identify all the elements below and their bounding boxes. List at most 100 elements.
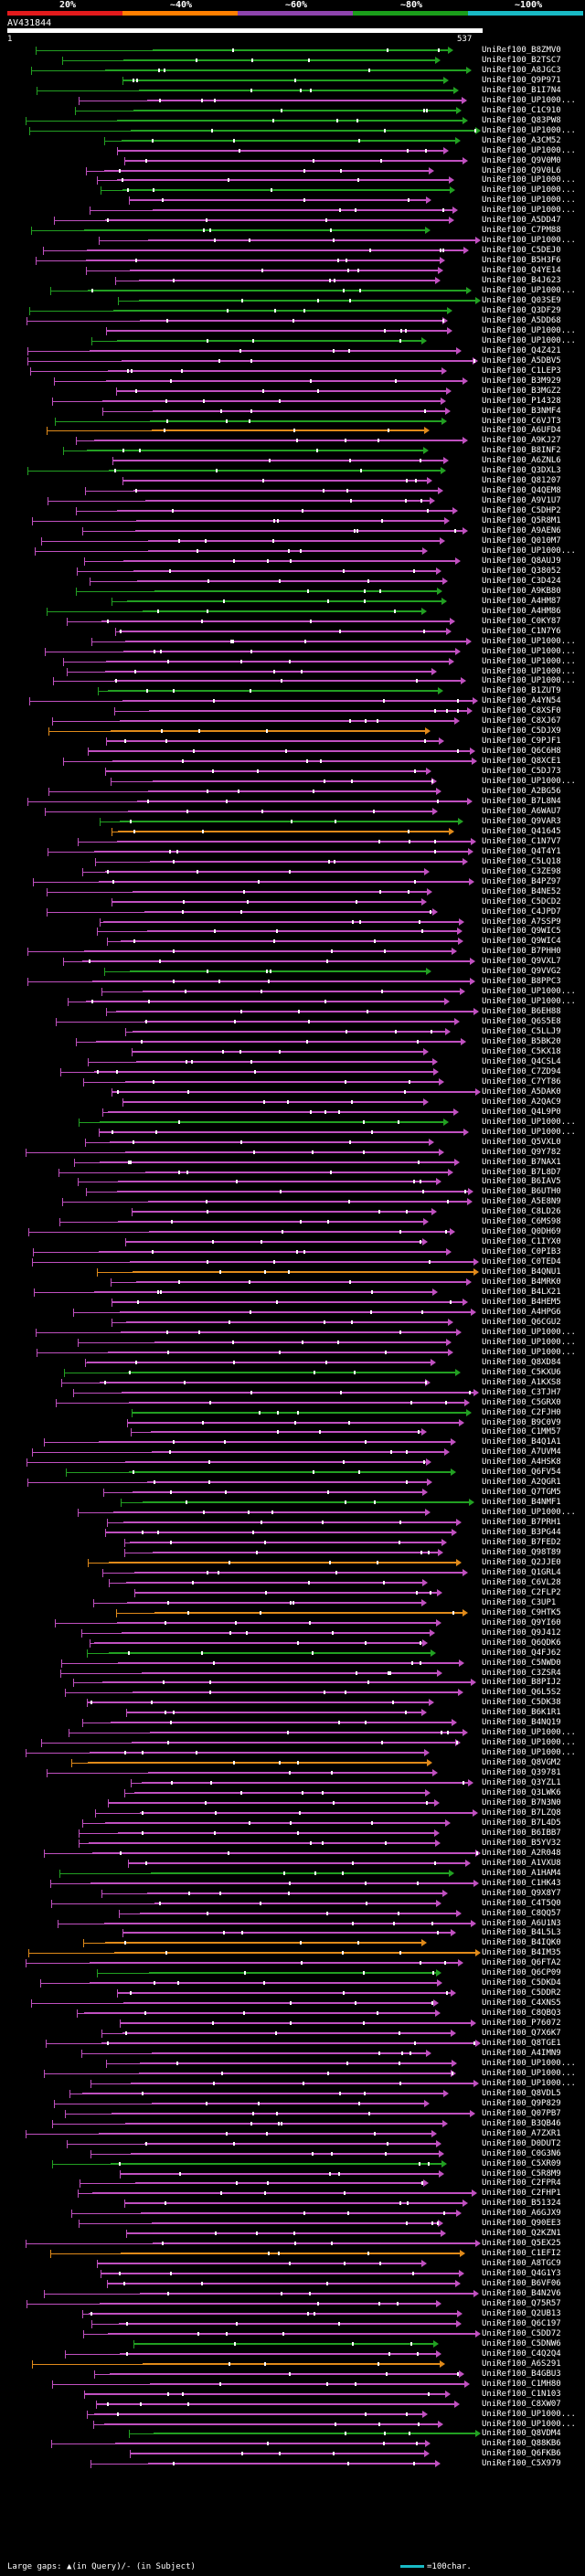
hit-label[interactable]: UniRef100_B4Q1A1 bbox=[482, 1437, 561, 1447]
hit-row[interactable]: UniRef100_B7PRH1 bbox=[0, 1518, 585, 1528]
hit-label[interactable]: UniRef100_A8JGC3 bbox=[482, 65, 561, 75]
hit-label[interactable]: UniRef100_A5DD68 bbox=[482, 315, 561, 325]
hit-row[interactable]: UniRef100_D0DUT2 bbox=[0, 2139, 585, 2149]
hit-label[interactable]: UniRef100_UP1000... bbox=[482, 1508, 576, 1518]
hit-alignment-bar[interactable] bbox=[102, 1681, 473, 1684]
hit-row[interactable]: UniRef100_C6VL28 bbox=[0, 1578, 585, 1588]
hit-row[interactable]: UniRef100_B6IBB7 bbox=[0, 1829, 585, 1839]
hit-alignment-bar[interactable] bbox=[140, 1811, 474, 1814]
hit-label[interactable]: UniRef100_B3NMF4 bbox=[482, 406, 561, 416]
hit-label[interactable]: UniRef100_Q3LWK6 bbox=[482, 1788, 561, 1798]
hit-label[interactable]: UniRef100_Q39781 bbox=[482, 1768, 561, 1778]
hit-label[interactable]: UniRef100_Q90EE3 bbox=[482, 2219, 561, 2229]
hit-label[interactable]: UniRef100_A4YN54 bbox=[482, 696, 561, 706]
hit-row[interactable]: UniRef100_A7UVM4 bbox=[0, 1447, 585, 1458]
hit-row[interactable]: UniRef100_B4Q1A1 bbox=[0, 1437, 585, 1447]
hit-label[interactable]: UniRef100_UP1000... bbox=[482, 2419, 576, 2429]
hit-label[interactable]: UniRef100_C5DNW6 bbox=[482, 2338, 561, 2348]
hit-row[interactable]: UniRef100_B3QB46 bbox=[0, 2119, 585, 2129]
hit-alignment-bar[interactable] bbox=[145, 1171, 450, 1173]
hit-row[interactable]: UniRef100_UP1000... bbox=[0, 1338, 585, 1348]
hit-alignment-bar[interactable] bbox=[130, 1542, 443, 1544]
hit-alignment-bar[interactable] bbox=[89, 2312, 459, 2315]
hit-row[interactable]: UniRef100_B6IAV5 bbox=[0, 1177, 585, 1187]
hit-alignment-bar[interactable] bbox=[108, 1110, 455, 1113]
hit-alignment-bar[interactable] bbox=[122, 2032, 452, 2035]
hit-row[interactable]: UniRef100_C5LLJ9 bbox=[0, 1027, 585, 1037]
hit-row[interactable]: UniRef100_A2BG56 bbox=[0, 787, 585, 797]
hit-alignment-bar[interactable] bbox=[153, 780, 433, 783]
hit-alignment-bar[interactable] bbox=[105, 670, 433, 673]
hit-row[interactable]: UniRef100_UP1000... bbox=[0, 997, 585, 1007]
hit-row[interactable]: UniRef100_Q6QDK6 bbox=[0, 1638, 585, 1648]
hit-label[interactable]: UniRef100_A9V1U7 bbox=[482, 496, 561, 506]
hit-alignment-bar[interactable] bbox=[152, 1451, 446, 1454]
hit-row[interactable]: UniRef100_C3D424 bbox=[0, 577, 585, 587]
hit-alignment-bar[interactable] bbox=[116, 389, 448, 392]
hit-alignment-bar[interactable] bbox=[150, 1732, 464, 1734]
hit-alignment-bar[interactable] bbox=[117, 339, 423, 342]
hit-label[interactable]: UniRef100_A4HM86 bbox=[482, 606, 561, 616]
hit-label[interactable]: UniRef100_C5LQ18 bbox=[482, 856, 561, 866]
hit-alignment-bar[interactable] bbox=[133, 1691, 460, 1694]
hit-label[interactable]: UniRef100_B4J623 bbox=[482, 276, 561, 286]
hit-row[interactable]: UniRef100_Q7X6K7 bbox=[0, 2029, 585, 2039]
hit-alignment-bar[interactable] bbox=[109, 1651, 432, 1654]
hit-label[interactable]: UniRef100_UP1000... bbox=[482, 1748, 576, 1758]
hit-label[interactable]: UniRef100_C3TJH7 bbox=[482, 1387, 561, 1397]
hit-alignment-bar[interactable] bbox=[135, 530, 464, 533]
hit-alignment-bar[interactable] bbox=[125, 1080, 441, 1083]
hit-row[interactable]: UniRef100_Q9V0L6 bbox=[0, 166, 585, 176]
hit-alignment-bar[interactable] bbox=[118, 830, 451, 832]
hit-label[interactable]: UniRef100_UP1000... bbox=[482, 95, 576, 105]
hit-row[interactable]: UniRef100_Q6L5S2 bbox=[0, 1688, 585, 1698]
hit-row[interactable]: UniRef100_C2FPR4 bbox=[0, 2178, 585, 2189]
hit-row[interactable]: UniRef100_B8ZMV0 bbox=[0, 46, 585, 56]
hit-alignment-bar[interactable] bbox=[134, 1792, 427, 1795]
hit-label[interactable]: UniRef100_Q8TGE1 bbox=[482, 2039, 561, 2049]
hit-alignment-bar[interactable] bbox=[154, 2433, 477, 2435]
hit-alignment-bar[interactable] bbox=[122, 189, 452, 192]
hit-label[interactable]: UniRef100_D0DUT2 bbox=[482, 2138, 561, 2148]
hit-row[interactable]: UniRef100_A5E8N9 bbox=[0, 1197, 585, 1207]
hit-row[interactable]: UniRef100_Q9V0M0 bbox=[0, 156, 585, 166]
hit-row[interactable]: UniRef100_A6U1N3 bbox=[0, 1919, 585, 1929]
hit-alignment-bar[interactable] bbox=[124, 2202, 464, 2205]
hit-alignment-bar[interactable] bbox=[144, 910, 434, 913]
hit-alignment-bar[interactable] bbox=[122, 1391, 475, 1394]
hit-alignment-bar[interactable] bbox=[154, 1341, 448, 1343]
hit-alignment-bar[interactable] bbox=[130, 970, 428, 973]
hit-row[interactable]: UniRef100_Q8XD84 bbox=[0, 1358, 585, 1368]
hit-alignment-bar[interactable] bbox=[133, 890, 429, 893]
hit-row[interactable]: UniRef100_Q8TGE1 bbox=[0, 2039, 585, 2049]
hit-label[interactable]: UniRef100_Q6CGU2 bbox=[482, 1317, 561, 1327]
hit-label[interactable]: UniRef100_C1HK43 bbox=[482, 1878, 561, 1888]
hit-label[interactable]: UniRef100_A7ZXR1 bbox=[482, 2128, 561, 2138]
hit-row[interactable]: UniRef100_B4NQ19 bbox=[0, 1718, 585, 1728]
hit-label[interactable]: UniRef100_UP1000... bbox=[482, 2058, 576, 2068]
hit-label[interactable]: UniRef100_B3M929 bbox=[482, 376, 561, 386]
hit-alignment-bar[interactable] bbox=[136, 520, 446, 523]
hit-alignment-bar[interactable] bbox=[148, 1201, 469, 1203]
hit-alignment-bar[interactable] bbox=[153, 1552, 440, 1553]
hit-row[interactable]: UniRef100_C5DEJ0 bbox=[0, 246, 585, 256]
hit-label[interactable]: UniRef100_C0G3N6 bbox=[482, 2148, 561, 2158]
hit-label[interactable]: UniRef100_C8QQ57 bbox=[482, 1908, 561, 1918]
hit-label[interactable]: UniRef100_C1LEP3 bbox=[482, 366, 561, 376]
hit-label[interactable]: UniRef100_Q38052 bbox=[482, 566, 561, 576]
hit-row[interactable]: UniRef100_C8XW07 bbox=[0, 2400, 585, 2410]
hit-row[interactable]: UniRef100_Q6CGU2 bbox=[0, 1318, 585, 1328]
hit-label[interactable]: UniRef100_Q4T4Y1 bbox=[482, 846, 561, 856]
hit-label[interactable]: UniRef100_A1VXU8 bbox=[482, 1858, 561, 1868]
hit-label[interactable]: UniRef100_Q5EX25 bbox=[482, 2239, 561, 2249]
hit-row[interactable]: UniRef100_UP1000... bbox=[0, 1508, 585, 1518]
hit-label[interactable]: UniRef100_Q2KZN1 bbox=[482, 2229, 561, 2239]
hit-alignment-bar[interactable] bbox=[102, 399, 442, 402]
hit-alignment-bar[interactable] bbox=[99, 880, 471, 883]
hit-alignment-bar[interactable] bbox=[122, 359, 474, 362]
hit-alignment-bar[interactable] bbox=[113, 309, 449, 312]
hit-row[interactable]: UniRef100_A4HPG6 bbox=[0, 1308, 585, 1318]
hit-label[interactable]: UniRef100_A9KB80 bbox=[482, 586, 561, 596]
hit-row[interactable]: UniRef100_Q9J412 bbox=[0, 1628, 585, 1638]
hit-row[interactable]: UniRef100_C7PM88 bbox=[0, 226, 585, 236]
